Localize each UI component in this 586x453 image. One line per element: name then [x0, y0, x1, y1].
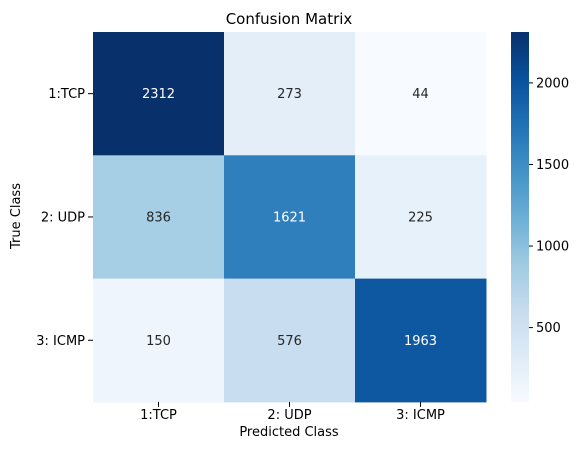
heatmap-cell-r3-c1	[93, 278, 225, 403]
cell-value-label: 1621	[273, 210, 306, 225]
chart-title: Confusion Matrix	[226, 10, 353, 28]
y-tick-label: 2: UDP	[41, 210, 85, 225]
heatmap-cell-r3-c3	[355, 278, 487, 403]
heatmap-cell-r1-c3	[355, 32, 487, 156]
heatmap-cell-r1-c1	[93, 32, 225, 156]
heatmap-cell-r2-c2	[224, 155, 356, 280]
y-tick-label: 3: ICMP	[36, 334, 85, 349]
x-tick-label: 1:TCP	[140, 408, 177, 423]
heatmap-cell-labels: 2312 273 44 836 1621 225 150 576 1963	[142, 87, 437, 349]
x-axis: 1:TCP 2: UDP 3: ICMP	[140, 401, 445, 423]
cell-value-label: 225	[408, 210, 433, 225]
colorbar-ticks: 500 1000 1500 2000	[529, 76, 569, 336]
colorbar-tick-label: 500	[536, 321, 561, 336]
cell-value-label: 273	[277, 87, 302, 102]
cell-value-label: 836	[146, 210, 171, 225]
cell-value-label: 44	[412, 87, 429, 102]
cell-value-label: 576	[277, 334, 302, 349]
x-tick-label: 3: ICMP	[396, 408, 445, 423]
heatmap-cell-r2-c3	[355, 155, 487, 280]
colorbar-tick-label: 1000	[536, 240, 569, 255]
x-axis-label: Predicted Class	[239, 425, 339, 440]
y-tick-label: 1:TCP	[48, 87, 85, 102]
cell-value-label: 1963	[404, 334, 437, 349]
colorbar-tick-label: 1500	[536, 158, 569, 173]
heatmap-cell-r3-c2	[224, 278, 356, 403]
colorbar-tick-label: 2000	[536, 76, 569, 91]
y-axis: 1:TCP 2: UDP 3: ICMP	[36, 87, 93, 349]
cell-value-label: 150	[146, 334, 171, 349]
heatmap-cell-r2-c1	[93, 155, 225, 280]
y-axis-label: True Class	[9, 183, 24, 250]
colorbar	[511, 32, 529, 402]
x-tick-label: 2: UDP	[267, 408, 311, 423]
heatmap-cells	[93, 32, 487, 403]
cell-value-label: 2312	[142, 87, 175, 102]
heatmap-cell-r1-c2	[224, 32, 356, 156]
